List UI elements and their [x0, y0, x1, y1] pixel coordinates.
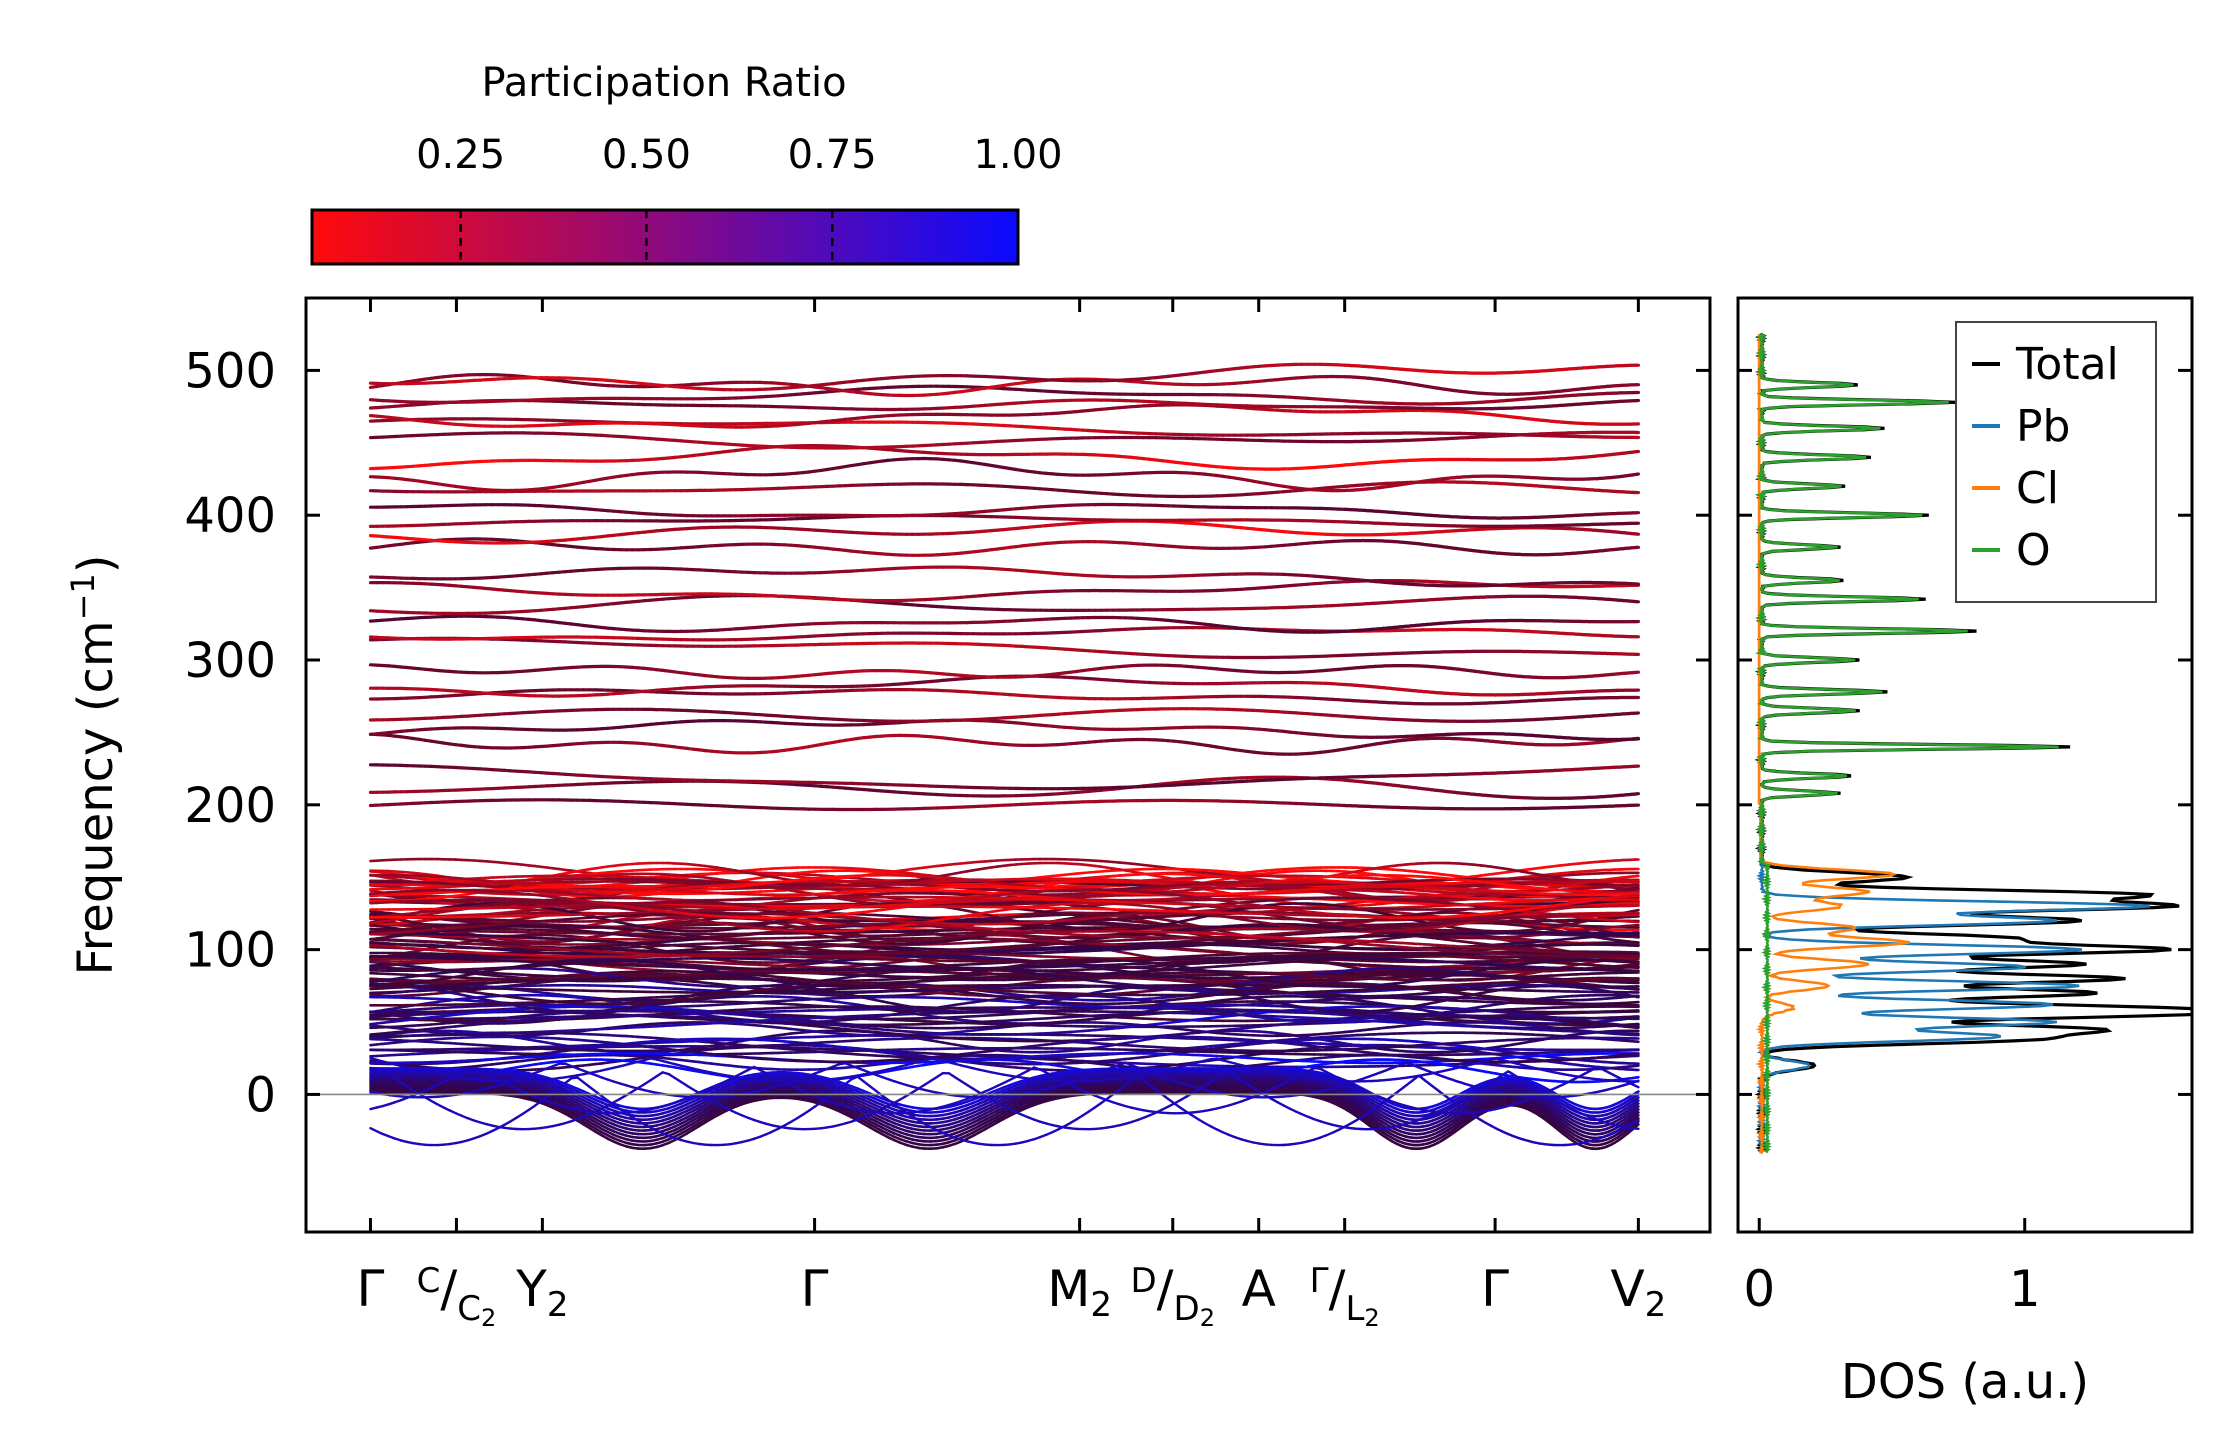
colorbar-tick-label: 0.50	[602, 132, 691, 178]
colorbar-fill	[310, 208, 1020, 266]
colorbar-tick-label: 1.00	[973, 132, 1062, 178]
colorbar-tick-label: 0.25	[416, 132, 505, 178]
colorbar-ticks: 0.25 0.50 0.75 1.00	[416, 132, 1063, 264]
band-lines	[306, 362, 1710, 1151]
colorbar: Participation Ratio 0.25 0.50 0.75 1.00	[310, 60, 1063, 266]
colorbar-tick-label: 0.75	[788, 132, 877, 178]
colorbar-title: Participation Ratio	[481, 60, 846, 106]
